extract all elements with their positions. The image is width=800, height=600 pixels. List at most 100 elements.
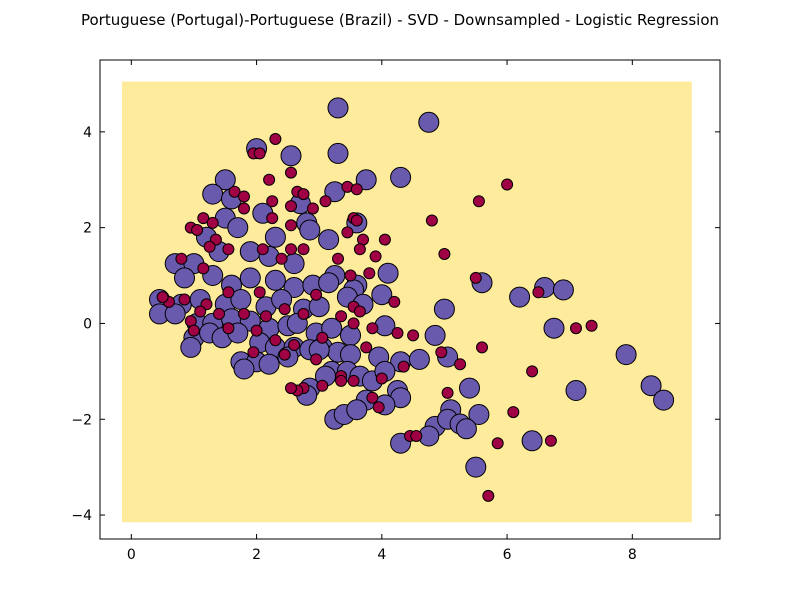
data-point-small (375, 372, 388, 385)
data-point-large (424, 324, 446, 346)
data-point-large (565, 380, 587, 401)
data-point-small (472, 195, 485, 208)
data-point-small (310, 353, 323, 366)
data-point-small (228, 185, 241, 198)
x-tick-label: 0 (127, 547, 136, 563)
data-point-large (318, 229, 340, 251)
data-point-small (263, 173, 276, 186)
data-point-small (269, 133, 282, 145)
data-point-large (239, 241, 261, 263)
data-point-large (227, 217, 249, 239)
data-point-small (253, 286, 266, 299)
data-point-large (377, 262, 399, 284)
data-point-small (544, 434, 557, 447)
data-point-small (363, 267, 376, 280)
data-point-large (214, 169, 236, 191)
data-point-large (521, 430, 543, 452)
data-point-large (346, 399, 368, 421)
data-point-large (318, 272, 340, 294)
data-point-small (353, 305, 366, 318)
data-point-small (344, 269, 357, 282)
data-point-small (425, 214, 438, 227)
data-point-small (256, 243, 269, 256)
data-point-small (482, 489, 495, 502)
data-point-small (222, 286, 235, 299)
data-point-small (407, 329, 420, 342)
data-point-large (509, 286, 531, 308)
data-points (149, 97, 675, 502)
data-point-small (310, 288, 323, 301)
data-point-small (585, 319, 598, 332)
data-point-small (454, 358, 467, 371)
data-point-small (507, 406, 520, 419)
data-point-large (543, 317, 565, 339)
data-point-small (206, 216, 219, 229)
x-tick-label: 2 (252, 547, 261, 563)
data-point-small (187, 324, 200, 337)
data-point-small (435, 346, 448, 359)
data-point-small (306, 202, 319, 215)
data-point-large (258, 353, 280, 375)
data-point-small (570, 322, 582, 335)
data-point-small (410, 430, 423, 442)
data-point-large (459, 377, 480, 399)
data-point-small (532, 286, 545, 299)
data-point-small (285, 200, 297, 213)
y-axis: −4 −2 0 2 4 (71, 125, 720, 524)
data-point-small (335, 310, 348, 323)
plot-frame (99, 59, 721, 540)
x-tick-label: 6 (503, 547, 512, 563)
data-point-small (278, 348, 291, 361)
y-tick-label: −2 (71, 412, 92, 428)
data-point-large (355, 169, 377, 191)
data-point-small (278, 303, 291, 316)
data-point-small (222, 243, 235, 256)
data-point-large (327, 142, 349, 164)
data-point-small (175, 252, 188, 265)
data-point-small (288, 339, 301, 351)
data-point-large (468, 404, 490, 425)
data-point-large (455, 418, 477, 440)
x-axis: 0 2 4 6 8 (127, 60, 637, 563)
data-point-small (238, 307, 250, 320)
data-point-small (297, 188, 310, 201)
data-point-small (476, 341, 488, 354)
data-point-small (213, 307, 225, 320)
data-point-small (335, 374, 348, 387)
data-point-small (197, 262, 210, 275)
data-point-large (264, 226, 286, 248)
data-point-small (491, 437, 504, 450)
data-point-large (433, 298, 455, 320)
data-point-large (640, 375, 662, 397)
data-point-small (353, 243, 366, 256)
data-point-small (319, 195, 332, 208)
data-point-large (202, 183, 224, 205)
data-point-large (164, 303, 186, 325)
data-point-large (233, 358, 255, 380)
data-point-small (441, 386, 454, 399)
data-point-large (299, 219, 321, 241)
data-point-small (366, 391, 379, 404)
data-point-small (438, 248, 451, 260)
data-point-small (285, 219, 297, 232)
data-point-large (239, 267, 261, 289)
data-point-small (247, 346, 260, 359)
data-point-small (266, 195, 279, 208)
data-point-small (238, 190, 250, 203)
data-point-small (350, 214, 363, 227)
data-point-small (260, 310, 272, 323)
x-tick-label: 4 (377, 547, 386, 563)
y-tick-label: 4 (83, 125, 92, 141)
data-point-small (316, 331, 329, 344)
data-point-large (371, 284, 393, 306)
data-point-small (397, 360, 410, 373)
data-point-small (266, 212, 279, 225)
data-point-small (501, 178, 514, 191)
data-point-large (615, 344, 637, 366)
data-point-small (360, 341, 373, 354)
data-point-large (327, 97, 349, 119)
data-point-small (238, 202, 250, 215)
data-point-small (372, 401, 385, 414)
data-point-small (350, 183, 363, 196)
